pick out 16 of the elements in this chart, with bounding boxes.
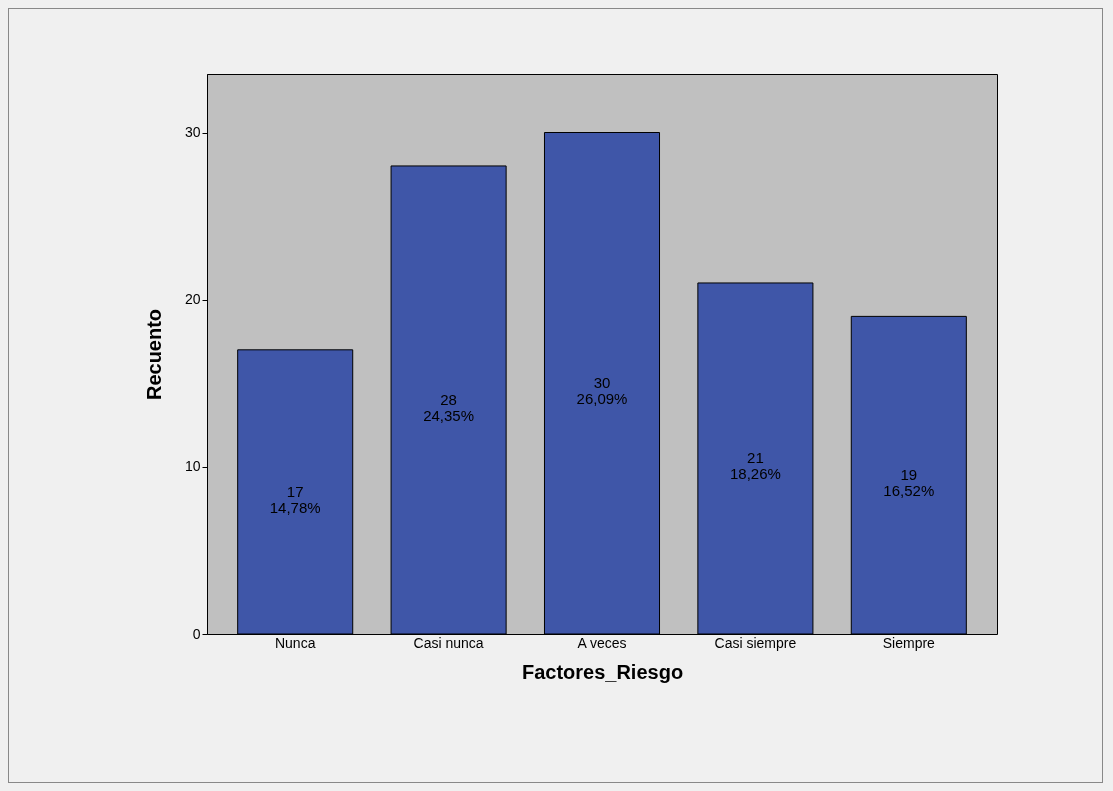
data-label: 28 24,35% [423, 390, 475, 424]
x-tick-label: Nunca [274, 634, 316, 651]
data-label: 19 16,52% [883, 466, 935, 500]
y-tick-label: 30 [184, 124, 201, 141]
data-label: 17 14,78% [269, 482, 321, 516]
y-tick-label: 10 [184, 458, 201, 475]
x-tick-label: Casi siempre [714, 634, 797, 651]
data-label: 30 26,09% [576, 374, 628, 408]
y-axis-title: Recuento [142, 308, 165, 401]
x-tick-label: A veces [577, 634, 627, 651]
x-axis-title: Factores_Riesgo [521, 660, 684, 683]
x-tick-label: Siempre [882, 634, 936, 651]
y-tick-label: 0 [192, 625, 201, 642]
x-tick-label: Casi nunca [413, 634, 484, 651]
data-label: 21 18,26% [729, 449, 781, 483]
y-tick-label: 20 [184, 291, 201, 308]
